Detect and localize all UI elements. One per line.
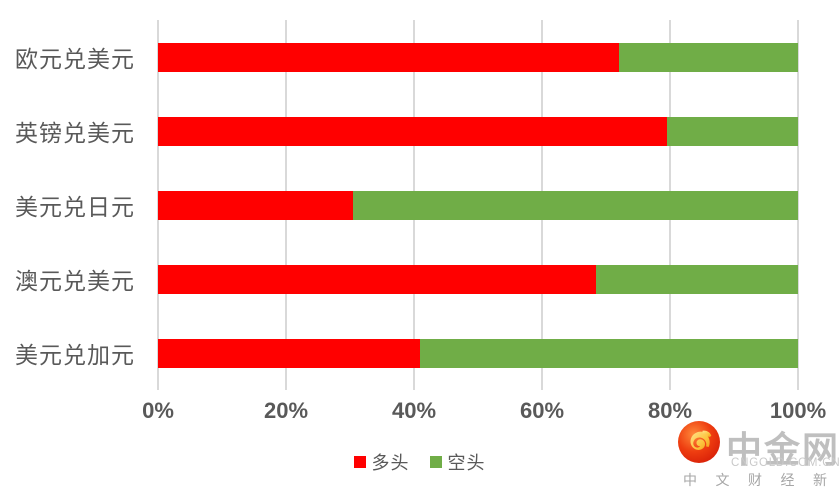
bar-row: 欧元兑美元 [0, 20, 798, 94]
x-tick-label: 40% [391, 398, 437, 423]
legend-swatch [353, 456, 366, 468]
x-axis: 0% 20% 40% 60% 80% 100% [0, 398, 839, 426]
category-label: 美元兑加元 [15, 343, 135, 368]
legend-label: 空头 [447, 453, 486, 473]
brand-tagline: 中 文 财 经 新 媒 体 [683, 474, 839, 489]
x-tick-label: 0% [142, 398, 174, 423]
brand-name: 中金网 [726, 429, 839, 470]
cloud-logo-icon [678, 421, 720, 463]
gridline-100% [797, 20, 799, 390]
bar-track [158, 190, 798, 220]
x-tick-label: 60% [519, 398, 565, 423]
bar-track [158, 338, 798, 368]
bar-segment-多头 [158, 264, 597, 294]
bar-segment-空头 [596, 264, 798, 294]
bar-segment-空头 [353, 190, 798, 220]
bar-row: 美元兑日元 [0, 168, 798, 242]
bar-row: 英镑兑美元 [0, 94, 798, 168]
legend-item-空头: 空头 [429, 449, 486, 475]
bar-segment-空头 [618, 42, 798, 72]
brand-logo: 中金网 CNGOLD.COM.CN 中 文 财 经 新 媒 体 [676, 419, 839, 489]
category-label: 英镑兑美元 [15, 121, 135, 146]
x-tick-label: 80% [647, 398, 693, 423]
x-tick-label: 100% [769, 398, 827, 423]
bar-rows: 欧元兑美元英镑兑美元美元兑日元澳元兑美元美元兑加元 [0, 20, 798, 390]
x-tick-label: 20% [263, 398, 309, 423]
legend-item-多头: 多头 [353, 449, 410, 475]
category-label: 澳元兑美元 [15, 269, 135, 294]
bar-row: 美元兑加元 [0, 316, 798, 390]
legend: 多头 空头 [0, 449, 839, 475]
brand-domain: CNGOLD.COM.CN [731, 457, 839, 469]
bar-segment-多头 [158, 338, 421, 368]
bar-segment-多头 [158, 190, 354, 220]
bar-segment-多头 [158, 42, 619, 72]
bar-track [158, 264, 798, 294]
bar-track [158, 116, 798, 146]
bar-segment-空头 [420, 338, 798, 368]
stacked-bar-chart: 欧元兑美元英镑兑美元美元兑日元澳元兑美元美元兑加元 [0, 20, 799, 390]
category-label: 欧元兑美元 [15, 47, 135, 72]
legend-label: 多头 [371, 453, 410, 473]
category-label: 美元兑日元 [15, 195, 135, 220]
legend-swatch [429, 456, 442, 468]
bar-segment-空头 [666, 116, 798, 146]
bar-row: 澳元兑美元 [0, 242, 798, 316]
bar-segment-多头 [158, 116, 667, 146]
bar-track [158, 42, 798, 72]
